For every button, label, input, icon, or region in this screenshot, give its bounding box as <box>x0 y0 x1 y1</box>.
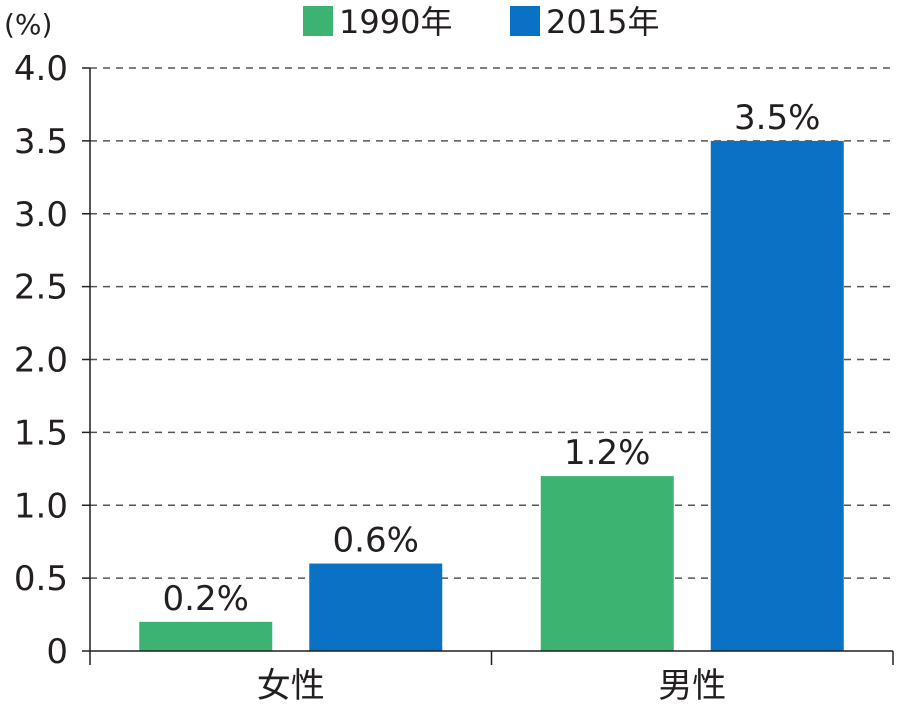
y-tick-label: 2.5 <box>14 268 68 308</box>
data-label: 0.6% <box>333 521 419 561</box>
category-labels: 女性 男性 <box>257 666 727 706</box>
data-label: 3.5% <box>734 98 820 138</box>
y-tick-label: 3.5 <box>14 122 68 162</box>
data-label: 1.2% <box>564 433 650 473</box>
y-tick-label: 3.0 <box>14 195 68 235</box>
bars <box>139 140 844 651</box>
bar-2015-0 <box>309 563 443 651</box>
y-tick-label: 1.0 <box>14 486 68 526</box>
data-label: 0.2% <box>163 579 249 619</box>
y-tick-label: 4.0 <box>14 49 68 89</box>
axes <box>89 68 894 665</box>
y-axis-unit-label: (%) <box>4 8 52 41</box>
legend-label: 2015年 <box>546 3 659 41</box>
data-labels: 0.2% 1.2% 0.6% 3.5% <box>163 98 821 619</box>
bar-1990-0 <box>139 621 273 651</box>
y-axis-ticks: 0 0.5 1.0 1.5 2.0 2.5 3.0 3.5 4.0 <box>14 49 90 672</box>
legend-label: 1990年 <box>339 3 452 41</box>
category-label: 女性 <box>257 666 325 706</box>
legend: 1990年 2015年 <box>303 3 659 41</box>
legend-swatch <box>510 6 540 36</box>
y-tick-label: 0.5 <box>14 559 68 599</box>
y-tick-label: 2.0 <box>14 341 68 381</box>
bar-1990-1 <box>540 476 674 651</box>
category-label: 男性 <box>658 666 726 706</box>
y-tick-label: 0 <box>46 632 68 672</box>
bar-2015-1 <box>710 140 844 651</box>
y-tick-label: 1.5 <box>14 413 68 453</box>
legend-swatch <box>303 6 333 36</box>
